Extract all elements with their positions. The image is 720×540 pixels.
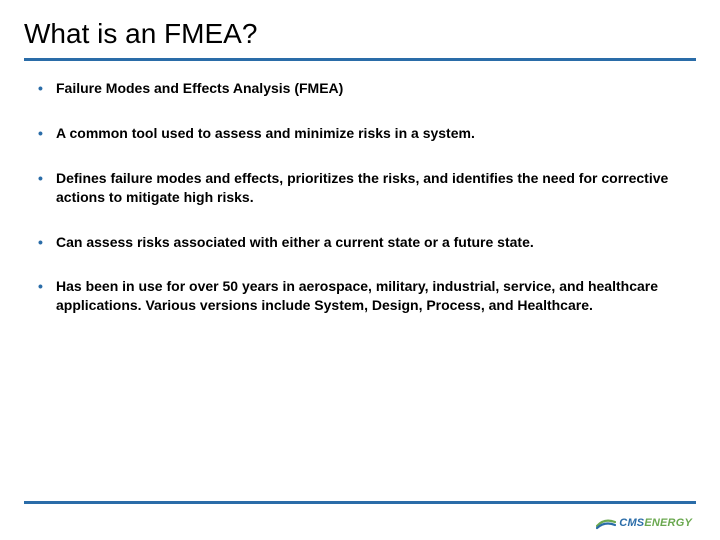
- bullet-item: Can assess risks associated with either …: [34, 233, 696, 252]
- bullet-list: Failure Modes and Effects Analysis (FMEA…: [24, 79, 696, 315]
- bullet-item: Has been in use for over 50 years in aer…: [34, 277, 696, 315]
- slide-title: What is an FMEA?: [24, 18, 696, 50]
- logo-energy-text: ENERGY: [644, 517, 692, 529]
- slide-container: What is an FMEA? Failure Modes and Effec…: [0, 0, 720, 540]
- logo: CMSENERGY: [596, 516, 692, 530]
- bullet-item: A common tool used to assess and minimiz…: [34, 124, 696, 143]
- footer-divider: [24, 501, 696, 504]
- bullet-item: Defines failure modes and effects, prior…: [34, 169, 696, 207]
- logo-cms-text: CMS: [619, 517, 644, 529]
- bullet-item: Failure Modes and Effects Analysis (FMEA…: [34, 79, 696, 98]
- logo-swoosh-icon: [596, 516, 616, 530]
- title-divider: [24, 58, 696, 61]
- logo-text: CMSENERGY: [619, 517, 692, 529]
